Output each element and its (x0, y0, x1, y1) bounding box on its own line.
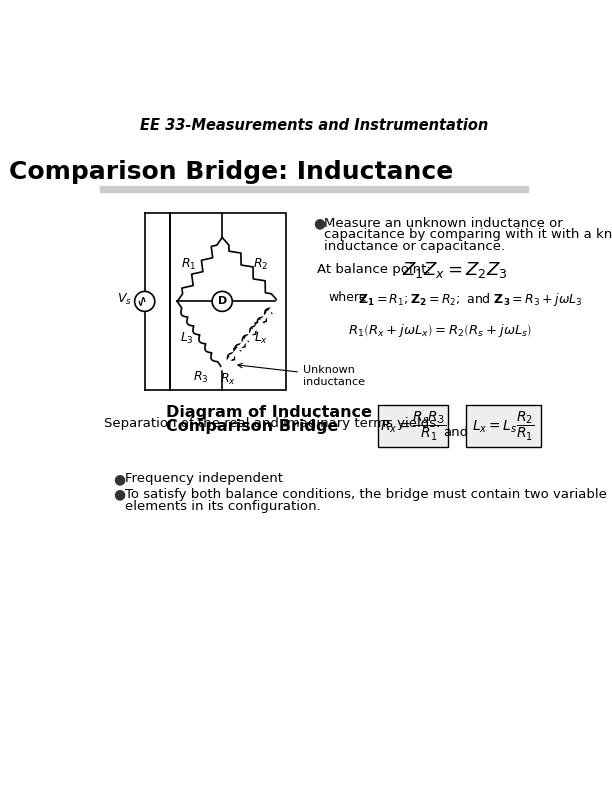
Bar (100, 186, 528, 192)
Text: $L_3$: $L_3$ (181, 330, 194, 345)
Text: Unknown
inductance: Unknown inductance (238, 364, 365, 386)
Circle shape (212, 291, 233, 311)
Text: ●: ● (114, 472, 126, 486)
Text: $R_1$: $R_1$ (181, 257, 196, 272)
Text: At balance point:: At balance point: (317, 263, 430, 276)
Text: $R_x = \dfrac{R_s R_3}{R_1}$: $R_x = \dfrac{R_s R_3}{R_1}$ (380, 410, 446, 444)
Text: Comparison Bridge: Comparison Bridge (166, 419, 338, 434)
Text: $R_x$: $R_x$ (220, 371, 236, 386)
Text: where: where (329, 291, 367, 304)
FancyBboxPatch shape (378, 406, 448, 447)
Text: Comparison Bridge: Inductance: Comparison Bridge: Inductance (9, 160, 453, 184)
Text: Frequency independent: Frequency independent (125, 472, 283, 485)
Text: $Z_1Z_x = Z_2Z_3$: $Z_1Z_x = Z_2Z_3$ (402, 260, 508, 280)
Text: elements in its configuration.: elements in its configuration. (125, 500, 320, 513)
Text: EE 33-Measurements and Instrumentation: EE 33-Measurements and Instrumentation (140, 118, 488, 133)
Text: $R_1\left(R_x + j\omega L_x\right) = R_2\left(R_s + j\omega L_s\right)$: $R_1\left(R_x + j\omega L_x\right) = R_2… (348, 322, 532, 339)
Text: Measure an unknown inductance or: Measure an unknown inductance or (324, 217, 562, 230)
Text: $L_x$: $L_x$ (254, 330, 268, 345)
Text: Diagram of Inductance: Diagram of Inductance (166, 406, 371, 421)
Circle shape (135, 291, 155, 311)
Text: ●: ● (114, 488, 126, 502)
Text: and: and (444, 426, 469, 439)
Text: inductance or capacitance.: inductance or capacitance. (324, 240, 505, 253)
Text: $R_2$: $R_2$ (253, 257, 269, 272)
Text: $V_s$: $V_s$ (117, 292, 132, 307)
Text: $R_3$: $R_3$ (193, 370, 208, 385)
Text: $L_x = L_s \dfrac{R_2}{R_1}$: $L_x = L_s \dfrac{R_2}{R_1}$ (472, 410, 534, 444)
Text: $\mathbf{Z_1}=R_1; \mathbf{Z_2} = R_2;$ and $\mathbf{Z_3} = R_3 + j\omega L_3$: $\mathbf{Z_1}=R_1; \mathbf{Z_2} = R_2;$ … (358, 291, 583, 308)
Text: Separation of the real and imaginary terms yields:: Separation of the real and imaginary ter… (103, 417, 440, 430)
Text: capacitance by comparing with it with a known: capacitance by comparing with it with a … (324, 228, 612, 242)
Text: D: D (218, 296, 227, 307)
Bar (170, 213, 286, 390)
Text: ●: ● (313, 217, 325, 230)
Text: To satisfy both balance conditions, the bridge must contain two variable: To satisfy both balance conditions, the … (125, 488, 606, 501)
FancyBboxPatch shape (466, 406, 541, 447)
